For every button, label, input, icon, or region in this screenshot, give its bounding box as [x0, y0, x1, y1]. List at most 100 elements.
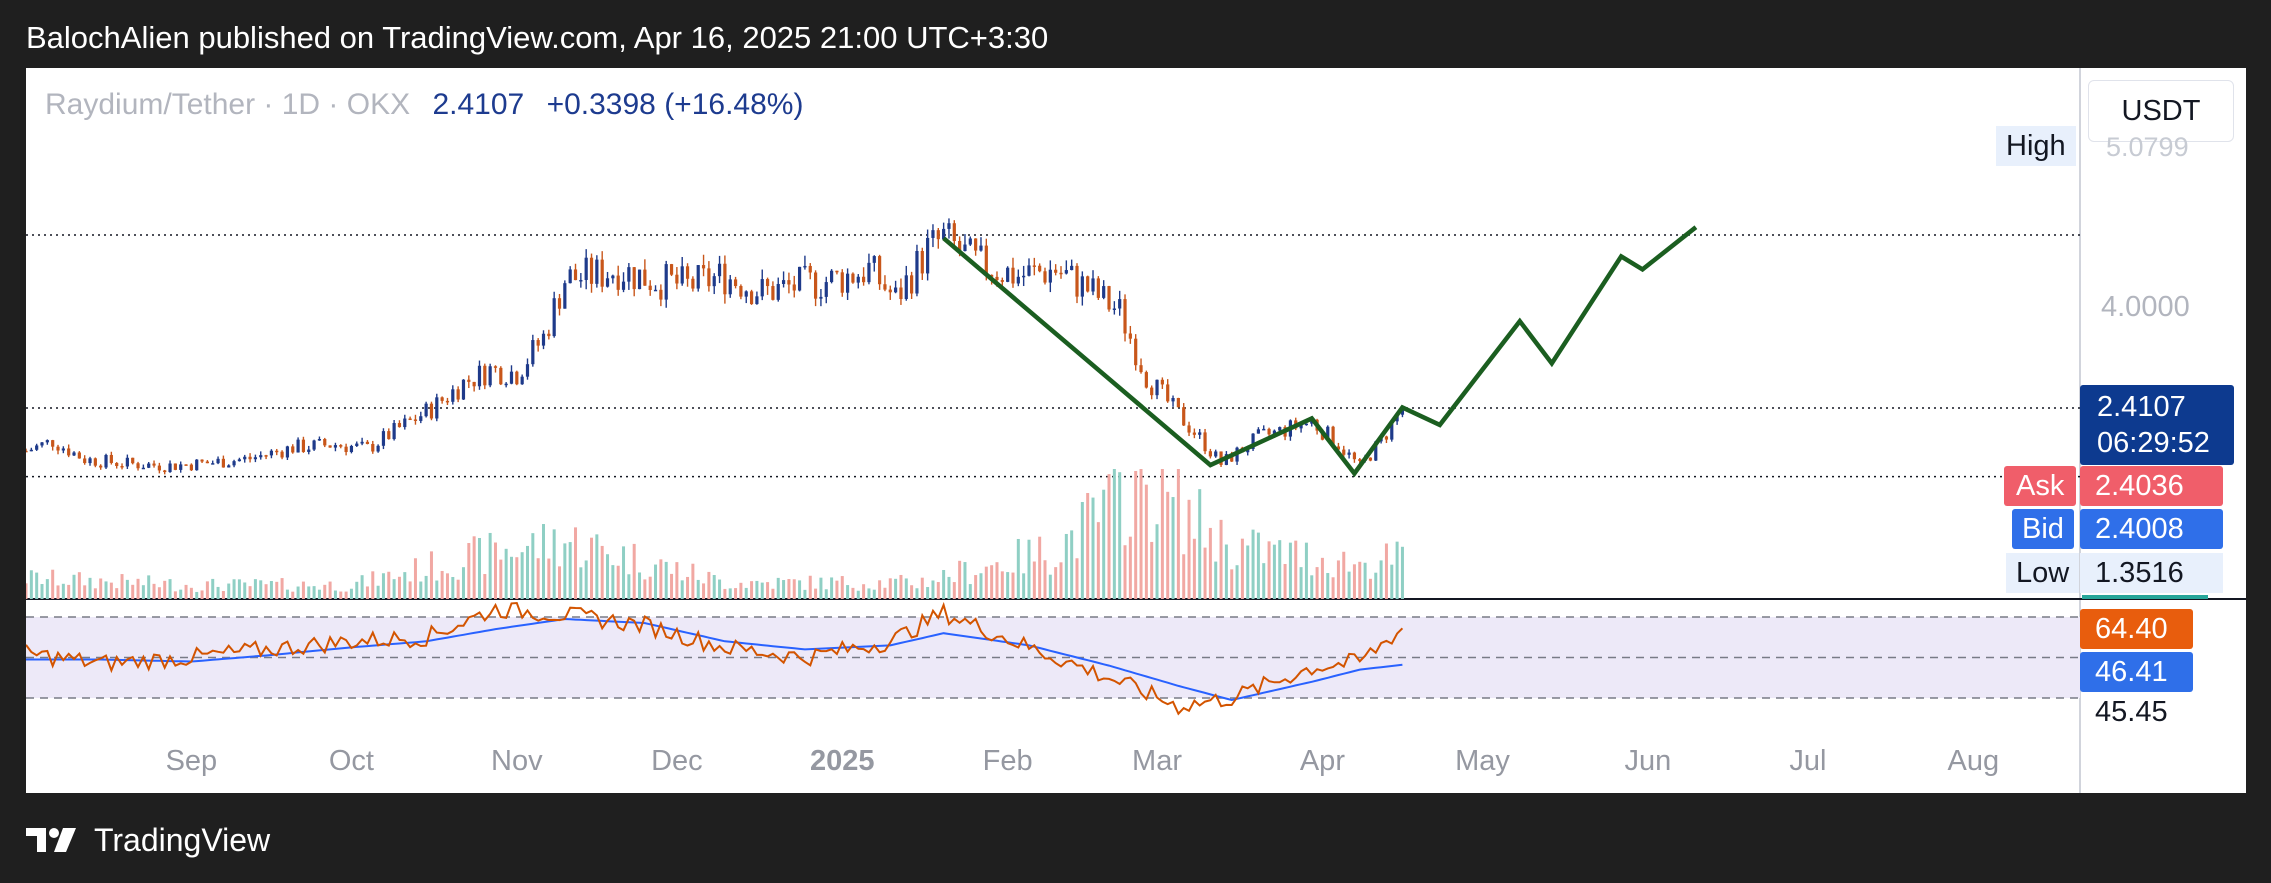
volume-bar: [1272, 544, 1276, 599]
volume-bar: [1230, 569, 1234, 599]
candle-body: [40, 442, 44, 446]
volume-bar: [590, 537, 594, 599]
candle-body: [328, 445, 332, 448]
volume-bar: [29, 570, 33, 599]
volume-bar: [221, 591, 225, 599]
tradingview-brand[interactable]: TradingView: [26, 818, 270, 862]
candle-body: [579, 279, 583, 282]
volume-bar: [750, 581, 754, 599]
candle-body: [664, 264, 668, 300]
volume-bar: [1128, 536, 1132, 599]
candle-body: [1400, 408, 1405, 415]
volume-bar: [243, 582, 247, 599]
volume-bar: [1198, 489, 1202, 599]
candle-body: [1054, 269, 1058, 273]
volume-bar: [1224, 544, 1228, 599]
candle-body: [312, 440, 316, 450]
candle-body: [904, 275, 908, 300]
candle-body: [1198, 432, 1202, 435]
candle-body: [264, 455, 268, 457]
volume-bar: [942, 569, 946, 599]
candle-body: [472, 381, 476, 387]
volume-bar: [301, 581, 305, 599]
candle-body: [120, 466, 124, 468]
volume-bar: [56, 585, 60, 599]
candle-body: [1187, 425, 1191, 433]
volume-bar: [1048, 574, 1052, 599]
candle-body: [1166, 384, 1170, 402]
candle-body: [958, 241, 962, 252]
candle-body: [269, 450, 274, 456]
volume-bar: [152, 583, 156, 599]
candle-body: [157, 465, 161, 471]
volume-bar: [1075, 558, 1079, 599]
volume-bar: [339, 591, 343, 599]
candle-body: [680, 266, 684, 284]
volume-bar: [1208, 527, 1212, 599]
candle-body: [1304, 423, 1309, 426]
candle-body: [632, 267, 636, 290]
volume-bar: [803, 589, 807, 599]
volume-bar: [445, 573, 449, 599]
candle-body: [1144, 372, 1148, 388]
volume-bar: [584, 560, 588, 599]
candle-body: [323, 439, 327, 446]
volume-bar: [467, 543, 471, 599]
volume-bar: [734, 588, 738, 599]
volume-bar: [670, 573, 674, 599]
candle-body: [504, 383, 508, 386]
candle-body: [1230, 454, 1234, 462]
volume-bar: [606, 554, 610, 599]
candle-body: [648, 285, 652, 290]
volume-bar: [1235, 565, 1239, 599]
volume-bar: [307, 586, 311, 599]
volume-bar: [1288, 542, 1292, 599]
volume-bar: [1283, 563, 1287, 599]
candle-body: [926, 237, 930, 274]
volume-bar: [1214, 561, 1218, 599]
volume-bar: [1054, 567, 1058, 599]
candle-body: [936, 230, 940, 240]
candle-body: [1203, 432, 1207, 452]
candle-body: [131, 457, 135, 464]
candle-body: [1011, 267, 1015, 284]
candle-body: [552, 298, 556, 337]
candle-body: [1352, 452, 1357, 460]
volume-bar: [771, 588, 775, 599]
price-axis-tick: 4.0000: [2101, 291, 2190, 323]
volume-bar: [40, 584, 44, 599]
volume-bar: [936, 582, 940, 599]
volume-bar: [1390, 564, 1394, 599]
volume-bar: [910, 585, 914, 599]
candle-body: [61, 448, 65, 451]
low-marker-strip: [2082, 595, 2208, 599]
volume-bar: [1352, 564, 1356, 599]
volume-bar: [451, 577, 455, 599]
candle-body: [643, 269, 647, 286]
candle-body: [1070, 265, 1074, 271]
volume-bar: [1294, 540, 1298, 599]
chart-frame[interactable]: 4.0000 Sep Oct Nov Dec 2025 Feb Mar Apr May Jun Jul…: [26, 68, 2246, 793]
candle-body: [653, 289, 658, 292]
volume-bar: [1123, 545, 1127, 599]
volume-bar: [493, 542, 497, 599]
volume-bar: [45, 579, 49, 599]
currency-selector[interactable]: USDT: [2088, 80, 2234, 142]
volume-bar: [883, 587, 887, 599]
candle-body: [72, 452, 76, 456]
volume-bar: [1176, 469, 1180, 599]
volume-bar: [686, 576, 690, 599]
candle-body: [435, 397, 439, 419]
chart-svg[interactable]: 4.0000 Sep Oct Nov Dec 2025 Feb Mar Apr May Jun Jul…: [26, 68, 2246, 793]
volume-bar: [1278, 540, 1282, 599]
volume-bar: [195, 591, 199, 599]
ask-value: 2.4036: [2080, 466, 2223, 506]
candle-body: [216, 458, 220, 464]
volume-bar: [499, 559, 503, 599]
volume-bar: [1134, 470, 1138, 599]
candle-body: [493, 366, 498, 368]
time-axis-label: Apr: [1300, 745, 1345, 777]
candle-body: [819, 296, 823, 299]
candle-body: [296, 439, 300, 453]
volume-bar: [259, 580, 263, 599]
